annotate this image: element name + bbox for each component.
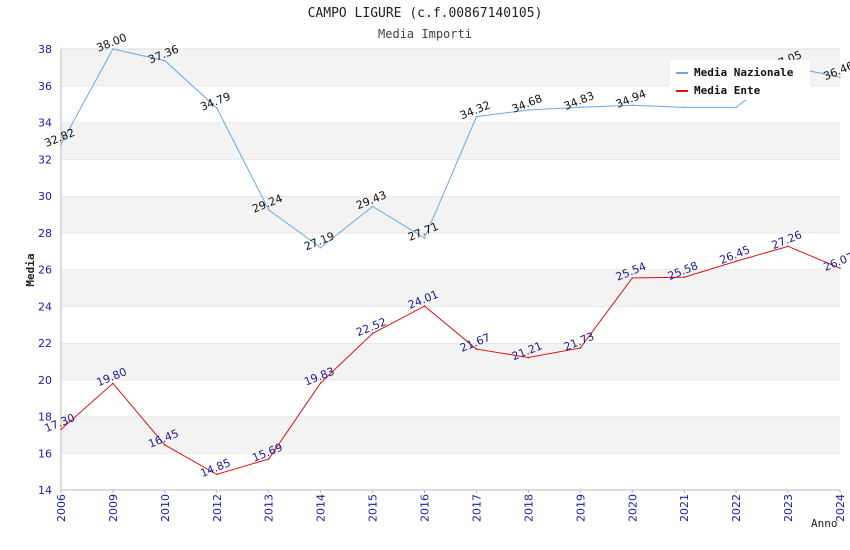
x-tick-label: 2023: [782, 494, 795, 522]
x-tick-label: 2024: [834, 494, 847, 522]
y-axis-label: Media: [24, 253, 37, 286]
y-tick-label: 28: [38, 227, 52, 240]
series-lines: [60, 48, 841, 476]
data-point-media-nazionale: [112, 48, 114, 50]
x-tick-label: 2021: [678, 494, 691, 522]
y-tick-label: 16: [38, 447, 52, 460]
data-point-media-ente: [216, 473, 218, 476]
grid-band: [61, 269, 840, 307]
data-point-media-nazionale: [319, 246, 322, 249]
chart-title: CAMPO LIGURE (c.f.00867140105): [307, 6, 543, 21]
grid-band: [61, 343, 840, 380]
x-tick-label: 2012: [211, 494, 224, 522]
chart-subtitle: Media Importi: [378, 27, 472, 41]
data-point-media-nazionale: [267, 209, 270, 211]
x-tick-label: 2016: [419, 494, 432, 522]
data-point-media-ente: [319, 382, 322, 384]
data-point-media-nazionale: [371, 205, 374, 208]
grid-band: [61, 416, 840, 454]
grid-band: [61, 196, 840, 233]
grid-band: [61, 379, 840, 417]
x-tick-labels: 2006 2009 2010 2012 2013 2014 2015 2016 2017 2018…: [55, 490, 847, 522]
grid-band: [61, 306, 840, 343]
data-point-media-ente: [267, 458, 270, 460]
data-point-media-nazionale: [527, 109, 530, 111]
series-line-media-ente: [60, 245, 841, 475]
data-point-media-nazionale: [735, 106, 737, 109]
x-tick-label: 2022: [730, 494, 743, 522]
x-tick-label: 2015: [367, 494, 380, 522]
y-tick-label: 34: [38, 117, 52, 130]
data-point-media-ente: [839, 267, 841, 270]
y-tick-label: 32: [38, 153, 52, 166]
data-point-media-nazionale: [60, 143, 62, 145]
legend-label-media-ente: Media Ente: [694, 84, 761, 97]
data-point-media-ente: [631, 277, 634, 279]
grid-band: [61, 453, 840, 490]
data-point-media-nazionale: [216, 107, 218, 109]
x-tick-label: 2018: [522, 494, 535, 522]
chart-legend: Media Nazionale Media Ente: [670, 60, 810, 100]
data-point-media-nazionale: [683, 106, 685, 109]
y-tick-label: 30: [38, 190, 52, 203]
data-point-media-ente: [683, 276, 685, 279]
x-tick-label: 2014: [315, 494, 328, 522]
y-tick-label: 18: [38, 411, 52, 424]
data-point-media-ente: [164, 444, 166, 446]
legend-label-media-nazionale: Media Nazionale: [694, 66, 794, 79]
legend-swatch-media-ente: [676, 90, 688, 92]
data-point-media-nazionale: [164, 59, 166, 62]
legend-item-media-nazionale: Media Nazionale: [676, 66, 793, 79]
legend-swatch-media-nazionale: [676, 72, 688, 74]
data-point-media-ente: [735, 260, 737, 263]
x-tick-label: 2006: [55, 494, 68, 522]
grid-bands: [61, 48, 840, 490]
axes: [60, 49, 840, 491]
y-tick-label: 26: [38, 264, 52, 277]
series-line-media-nazionale: [60, 48, 841, 249]
data-point-media-nazionale: [475, 115, 478, 118]
y-tick-label: 20: [38, 374, 52, 387]
x-tick-label: 2013: [263, 494, 276, 522]
y-tick-labels: 14 16 18 20 22 24 26 28 30 32 34 36 38: [38, 43, 52, 497]
y-tick-label: 22: [38, 337, 52, 350]
data-point-media-ente: [527, 356, 530, 359]
data-point-media-ente: [579, 347, 582, 349]
data-point-media-ente: [112, 382, 114, 385]
grid-band: [61, 232, 840, 270]
data-point-media-nazionale: [579, 106, 582, 109]
x-tick-label: 2017: [470, 494, 483, 522]
data-point-media-ente: [371, 332, 374, 335]
data-point-media-ente: [787, 245, 789, 248]
data-point-media-nazionale: [839, 76, 841, 79]
x-tick-label: 2019: [574, 494, 587, 522]
y-tick-label: 38: [38, 43, 52, 56]
data-point-media-nazionale: [423, 237, 426, 239]
data-point-media-nazionale: [631, 104, 634, 107]
y-tick-label: 14: [38, 484, 52, 497]
y-tick-label: 36: [38, 80, 52, 93]
x-tick-label: 2009: [107, 494, 120, 522]
legend-item-media-ente: Media Ente: [676, 84, 760, 97]
data-point-media-ente: [423, 305, 426, 307]
data-point-media-ente: [475, 348, 478, 350]
y-tick-label: 24: [38, 300, 52, 313]
x-tick-label: 2010: [159, 494, 172, 522]
x-tick-label: 2020: [626, 494, 639, 522]
data-point-media-ente: [60, 428, 62, 431]
x-axis-label: Anno: [811, 517, 838, 530]
grid-band: [61, 122, 840, 160]
